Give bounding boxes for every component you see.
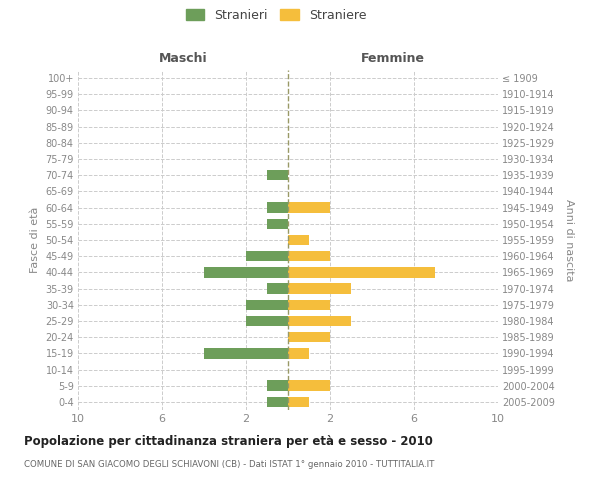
Legend: Stranieri, Straniere: Stranieri, Straniere xyxy=(185,8,367,22)
Bar xyxy=(267,218,288,229)
Bar xyxy=(267,170,288,180)
Bar xyxy=(288,251,330,262)
Bar xyxy=(267,284,288,294)
Bar xyxy=(204,348,288,358)
Bar xyxy=(288,396,309,407)
Bar xyxy=(288,234,309,246)
Bar xyxy=(246,316,288,326)
Bar xyxy=(288,284,351,294)
Y-axis label: Anni di nascita: Anni di nascita xyxy=(565,198,574,281)
Bar xyxy=(267,396,288,407)
Y-axis label: Fasce di età: Fasce di età xyxy=(30,207,40,273)
Bar xyxy=(288,332,330,342)
Text: Maschi: Maschi xyxy=(158,52,208,65)
Bar xyxy=(288,380,330,391)
Bar xyxy=(288,300,330,310)
Bar xyxy=(267,202,288,213)
Bar xyxy=(288,348,309,358)
Bar xyxy=(246,300,288,310)
Text: Popolazione per cittadinanza straniera per età e sesso - 2010: Popolazione per cittadinanza straniera p… xyxy=(24,435,433,448)
Text: Femmine: Femmine xyxy=(361,52,425,65)
Bar xyxy=(246,251,288,262)
Bar xyxy=(204,267,288,278)
Bar xyxy=(267,380,288,391)
Bar xyxy=(288,267,435,278)
Text: COMUNE DI SAN GIACOMO DEGLI SCHIAVONI (CB) - Dati ISTAT 1° gennaio 2010 - TUTTIT: COMUNE DI SAN GIACOMO DEGLI SCHIAVONI (C… xyxy=(24,460,434,469)
Bar xyxy=(288,202,330,213)
Bar xyxy=(288,316,351,326)
